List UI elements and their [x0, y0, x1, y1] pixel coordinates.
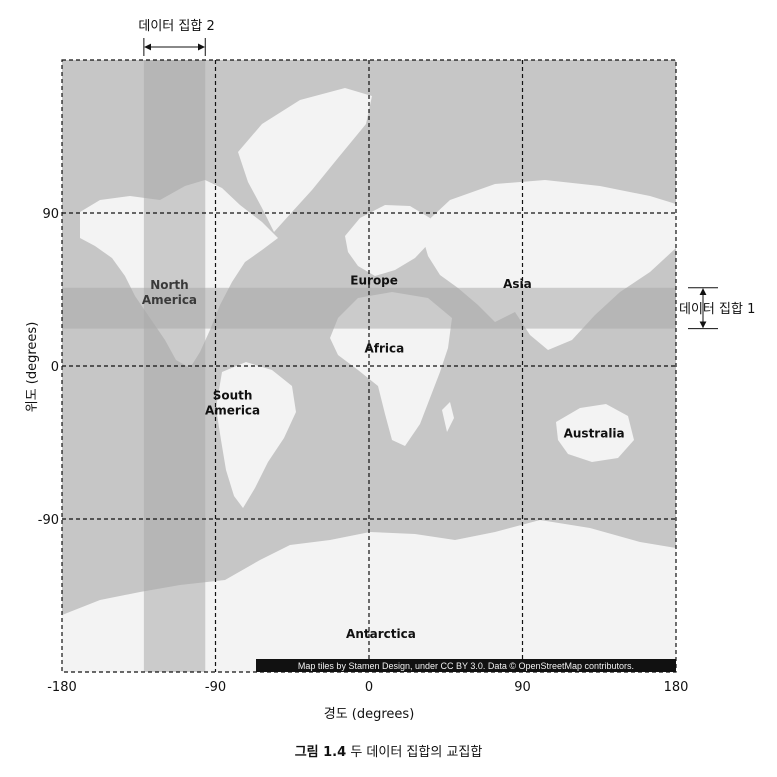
continent-label: North America: [142, 278, 197, 307]
continent-label: Europe: [350, 273, 398, 287]
continent-label: Asia: [503, 277, 532, 291]
dataset-2-label: 데이터 집합 2: [138, 19, 214, 34]
south-america-landmass: [216, 362, 296, 508]
europe-landmass: [345, 205, 432, 276]
x-tick-label: 0: [365, 680, 373, 695]
y-tick-label: 90: [42, 207, 59, 222]
continent-label-line: Africa: [364, 341, 404, 355]
continent-label-line: Europe: [350, 273, 398, 287]
y-tick-label: 0: [51, 360, 59, 375]
dataset-2-annotation: 데이터 집합 2: [138, 19, 215, 56]
africa-landmass: [330, 292, 452, 446]
attribution-bar: [256, 659, 676, 672]
greenland-landmass: [238, 88, 372, 232]
x-tick-label: -180: [47, 680, 77, 695]
x-tick-label: 180: [664, 680, 689, 695]
grid-lines: [62, 60, 676, 672]
y-tick-label: -90: [38, 513, 59, 528]
x-tick-label: -90: [205, 680, 226, 695]
continent-label-line: Asia: [503, 277, 532, 291]
dataset-1-annotation: 데이터 집합 1: [679, 287, 755, 330]
x-tick-label: 90: [514, 680, 531, 695]
y-tick-labels: 90 0 -90: [38, 207, 59, 528]
figure-caption-text: 두 데이터 집합의 교집합: [350, 745, 483, 760]
dataset-1-label: 데이터 집합 1: [679, 302, 755, 317]
x-axis-label: 경도 (degrees): [324, 707, 415, 722]
y-axis-label: 위도 (degrees): [25, 322, 40, 413]
continent-label-line: America: [205, 403, 260, 417]
continent-label-line: Australia: [564, 426, 625, 440]
attribution-text: Map tiles by Stamen Design, under CC BY …: [298, 661, 634, 671]
map-frame: [61, 59, 677, 673]
x-tick-labels: -180 -90 0 90 180: [47, 680, 688, 695]
continent-label: South America: [205, 388, 260, 417]
continent-label-line: Antarctica: [346, 627, 416, 641]
continent-label-line: America: [142, 293, 197, 307]
figure-number: 그림 1.4: [294, 745, 347, 760]
continent-label-line: North: [150, 278, 188, 292]
continent-label: Antarctica: [346, 627, 416, 641]
australia-landmass: [556, 404, 634, 462]
continent-label: Australia: [564, 426, 625, 440]
madagascar-landmass: [442, 402, 454, 432]
continent-label: Africa: [364, 341, 404, 355]
figure-caption: 그림 1.4 두 데이터 집합의 교집합: [0, 741, 777, 760]
continent-label-line: South: [213, 388, 253, 402]
